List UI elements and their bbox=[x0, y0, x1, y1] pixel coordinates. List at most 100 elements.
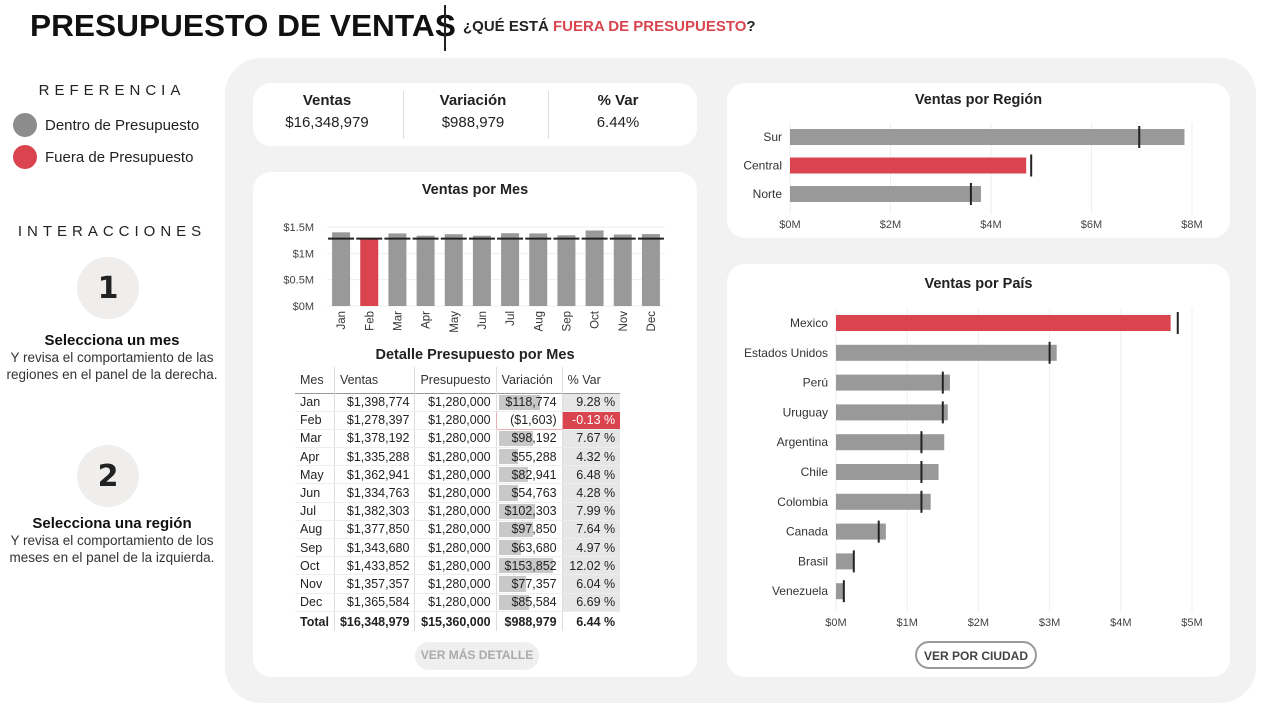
month-bar-feb[interactable] bbox=[360, 238, 379, 306]
table-cell: Mar bbox=[295, 429, 335, 449]
month-bar-mar[interactable] bbox=[388, 233, 407, 306]
kpi-divider bbox=[403, 91, 404, 139]
table-row[interactable]: Aug $1,377,850 $1,280,000 $97,850 7.64 % bbox=[295, 520, 621, 540]
table-row[interactable]: Feb $1,278,397 $1,280,000 ($1,603) -0.13 % bbox=[295, 410, 621, 430]
kpi-value: $16,348,979 bbox=[285, 114, 369, 131]
table-row[interactable]: Jul $1,382,303 $1,280,000 $102,303 7.99 % bbox=[295, 502, 621, 521]
table-cell: 12.02 % bbox=[561, 556, 621, 576]
table-cell: Sep bbox=[295, 538, 335, 558]
table-cell: 7.67 % bbox=[561, 429, 621, 449]
category-label: Chile bbox=[801, 465, 829, 479]
month-bar-nov[interactable] bbox=[613, 234, 632, 306]
table-row[interactable]: Oct $1,433,852 $1,280,000 $153,852 12.02 % bbox=[295, 556, 621, 576]
table-cell: 4.32 % bbox=[561, 447, 621, 467]
more-detail-button[interactable]: VER MÁS DETALLE bbox=[415, 642, 539, 670]
table-cell: Total bbox=[295, 610, 335, 632]
bar-brasil[interactable] bbox=[836, 553, 855, 570]
table-cell: $55,288 bbox=[495, 447, 563, 467]
bar-central[interactable] bbox=[790, 157, 1027, 174]
kpi-label: % Var bbox=[597, 92, 639, 109]
table-row[interactable]: Nov $1,357,357 $1,280,000 $77,357 6.04 % bbox=[295, 574, 621, 594]
x-tick-label: $0M bbox=[825, 617, 846, 629]
step-title: Selecciona una región bbox=[32, 515, 192, 532]
table-cell: $98,192 bbox=[495, 429, 563, 449]
table-cell: Jan bbox=[295, 392, 335, 412]
kpi-variacion: Variación $988,979 bbox=[399, 83, 547, 146]
month-bar-may[interactable] bbox=[444, 234, 463, 306]
table-cell: $1,398,774 bbox=[333, 392, 415, 412]
cell-text: $77,357 bbox=[511, 576, 557, 591]
cell-text: $54,763 bbox=[511, 486, 557, 501]
category-label: Uruguay bbox=[783, 405, 828, 419]
cell-text: $63,680 bbox=[511, 540, 557, 555]
table-row[interactable]: May $1,362,941 $1,280,000 $82,941 6.48 % bbox=[295, 465, 621, 485]
category-label: Canada bbox=[786, 525, 828, 539]
x-tick-label: Nov bbox=[618, 311, 630, 332]
step-2-text: Selecciona una región Y revisa el comport… bbox=[2, 515, 222, 566]
x-tick-label: Feb bbox=[364, 311, 376, 331]
column-header[interactable]: Ventas bbox=[333, 367, 415, 393]
cell-text: $118,774 bbox=[505, 395, 557, 410]
table-cell: $1,280,000 bbox=[414, 538, 497, 558]
table-cell: $97,850 bbox=[495, 520, 563, 540]
bar-norte[interactable] bbox=[790, 186, 981, 202]
table-row[interactable]: Jun $1,334,763 $1,280,000 $54,763 4.28 % bbox=[295, 483, 621, 503]
month-bar-aug[interactable] bbox=[529, 233, 548, 306]
table-cell: 7.64 % bbox=[561, 520, 621, 540]
month-bar-oct[interactable] bbox=[585, 230, 604, 306]
column-header[interactable]: % Var bbox=[561, 367, 621, 393]
kpi-card: Ventas $16,348,979 Variación $988,979 % Va… bbox=[253, 83, 697, 146]
legend-label: Fuera de Presupuesto bbox=[45, 148, 194, 166]
table-cell: $1,280,000 bbox=[414, 574, 497, 594]
table-cell: $1,377,850 bbox=[333, 520, 415, 540]
bar-perú[interactable] bbox=[836, 374, 950, 391]
table-row[interactable]: Jan $1,398,774 $1,280,000 $118,774 9.28 % bbox=[295, 392, 621, 412]
cell-text: $82,941 bbox=[511, 467, 557, 482]
x-tick-label: Jan bbox=[336, 311, 348, 330]
month-bar-jan[interactable] bbox=[332, 232, 351, 306]
data-bar bbox=[498, 485, 518, 501]
table-cell: $1,280,000 bbox=[414, 593, 497, 612]
red-dot-icon bbox=[13, 145, 37, 169]
table-row[interactable]: Mar $1,378,192 $1,280,000 $98,192 7.67 % bbox=[295, 429, 621, 449]
table-cell: $1,280,000 bbox=[414, 483, 497, 503]
month-bar-apr[interactable] bbox=[416, 235, 435, 306]
column-header[interactable]: Mes bbox=[300, 372, 324, 387]
table-cell: 4.28 % bbox=[561, 483, 621, 503]
bar-estados-unidos[interactable] bbox=[836, 344, 1057, 361]
month-bar-sep[interactable] bbox=[557, 235, 576, 306]
kpi-pct-var: % Var 6.44% bbox=[544, 83, 692, 146]
table-header-row: Mes Ventas Presupuesto Variación% Var bbox=[295, 367, 621, 393]
month-bar-jun[interactable] bbox=[472, 235, 491, 306]
x-tick-label: $4M bbox=[980, 219, 1001, 231]
column-header[interactable]: Variación bbox=[495, 367, 563, 393]
by-city-button[interactable]: VER POR CIUDAD bbox=[915, 641, 1037, 669]
bar-mexico[interactable] bbox=[836, 315, 1171, 331]
x-tick-label: $0M bbox=[779, 219, 800, 231]
cell-text: $102,303 bbox=[504, 504, 557, 519]
bar-argentina[interactable] bbox=[836, 434, 945, 451]
table-row[interactable]: Sep $1,343,680 $1,280,000 $63,680 4.97 % bbox=[295, 538, 621, 558]
table-cell: 4.97 % bbox=[561, 538, 621, 558]
x-tick-label: Jul bbox=[505, 311, 517, 326]
table-row[interactable]: Apr $1,335,288 $1,280,000 $55,288 4.32 % bbox=[295, 447, 621, 467]
column-header[interactable]: Presupuesto bbox=[414, 367, 497, 393]
interactions-title: INTERACCIONES bbox=[17, 223, 207, 240]
bar-canada[interactable] bbox=[836, 523, 886, 540]
table-row[interactable]: Dec $1,365,584 $1,280,000 $85,584 6.69 % bbox=[295, 593, 621, 612]
bar-uruguay[interactable] bbox=[836, 404, 948, 421]
bar-venezuela[interactable] bbox=[836, 583, 845, 600]
bar-chile[interactable] bbox=[836, 464, 939, 480]
month-bar-dec[interactable] bbox=[641, 234, 660, 306]
cell-text: $55,288 bbox=[511, 449, 557, 464]
table-cell: $1,280,000 bbox=[414, 411, 497, 430]
kpi-divider bbox=[548, 91, 549, 139]
bar-sur[interactable] bbox=[790, 129, 1185, 145]
table-cell: $1,280,000 bbox=[414, 556, 497, 576]
table-cell: $16,348,979 bbox=[333, 610, 415, 632]
month-bar-jul[interactable] bbox=[501, 233, 520, 306]
country-chart-title: Ventas por País bbox=[924, 276, 1033, 292]
table-cell: Nov bbox=[295, 574, 335, 594]
bar-colombia[interactable] bbox=[836, 493, 931, 510]
table-cell: $1,343,680 bbox=[333, 538, 415, 558]
